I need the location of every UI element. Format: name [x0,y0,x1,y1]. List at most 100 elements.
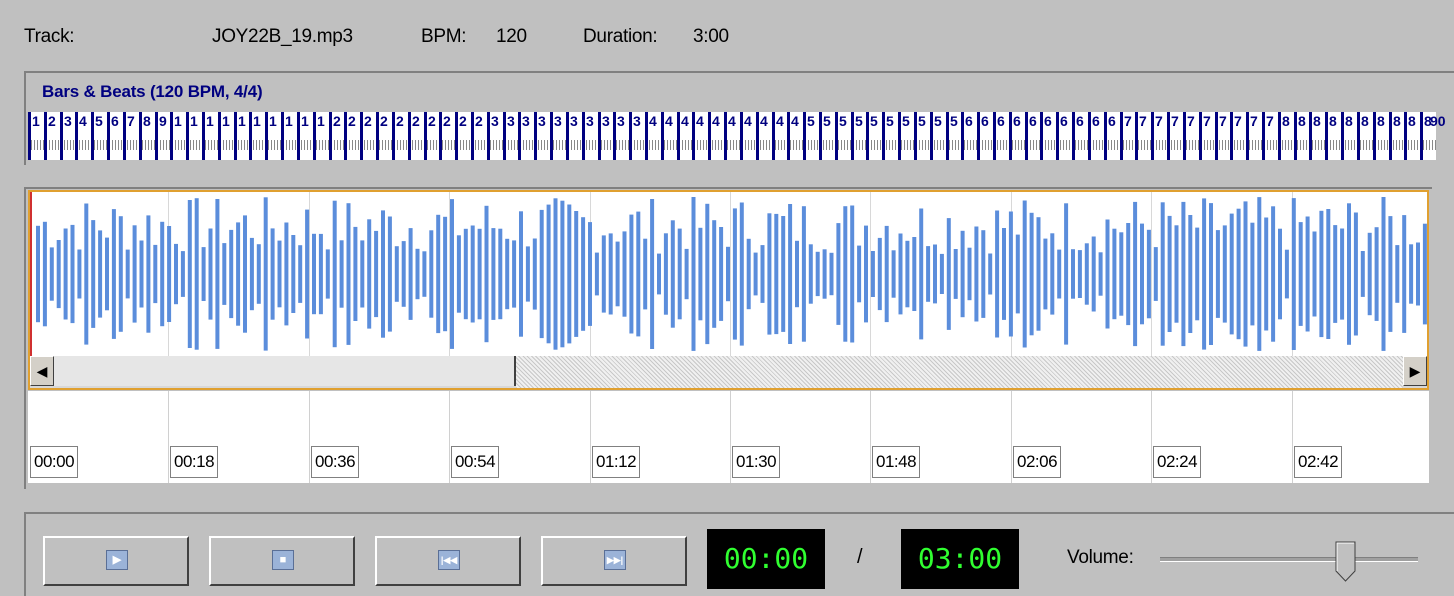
waveform-bar [539,209,544,339]
bar-marker [1357,112,1360,160]
waveform-bar [443,216,448,332]
bar-marker [1309,112,1312,160]
bar-marker [60,112,63,160]
bar-marker [1294,112,1297,160]
waveform-bar [760,245,765,303]
current-time-display: 00:00 [707,529,825,589]
waveform-bar [1002,228,1006,320]
bar-number: 2 [475,113,483,129]
bar-number: 1 [269,113,277,129]
waveform-bar [567,204,572,344]
bar-marker [534,112,537,160]
bar-number: 1 [238,113,246,129]
waveform-bar [491,228,496,320]
bar-number: 3 [491,113,499,129]
bar-number: 6 [997,113,1005,129]
waveform-bar [249,237,254,311]
waveform-bar [139,240,144,308]
bar-marker [1420,112,1423,160]
rewind-button[interactable]: |◀◀ [375,536,521,586]
waveform-bar [1250,222,1255,326]
timeline[interactable]: 00:00 00:18 00:36 00:54 01:12 01:30 01:48 02:06… [28,391,1429,483]
bar-number: 4 [649,113,657,129]
waveform-bar [877,237,882,311]
bar-number: 4 [681,113,689,129]
waveform-bar [1119,232,1124,316]
waveform-bar [1333,225,1338,323]
bar-marker [1404,112,1407,160]
scroll-right-button[interactable]: ▶ [1403,356,1427,386]
skip-forward-icon: ▶▶| [604,550,626,570]
bar-number: 5 [918,113,926,129]
stop-icon: ■ [272,550,294,570]
waveform-bar [864,225,868,323]
bar-marker [234,112,237,160]
bar-marker [1183,112,1186,160]
waveform-bar [684,248,689,300]
play-icon: ▶ [106,550,128,570]
playhead[interactable] [30,192,32,357]
bar-number: 1 [222,113,230,129]
waveform-bar [608,233,613,315]
bar-marker [281,112,284,160]
bar-marker [503,112,506,160]
scroll-left-button[interactable]: ◀ [30,356,54,386]
waveform-scrollbar[interactable]: ◀ ▶ [30,356,1427,388]
timeline-gridline [1292,391,1293,483]
waveform-bar [1181,201,1186,347]
bar-marker [392,112,395,160]
waveform-bar [42,221,47,327]
waveform-bar [1257,197,1262,351]
waveform-bar [1243,201,1248,347]
bar-marker [914,112,917,160]
bar-number: 4 [744,113,752,129]
waveform-bar [70,224,75,324]
waveform-bar [470,225,475,323]
waveform-bar [84,203,89,345]
waveform-bar [850,205,855,343]
bar-number: 5 [902,113,910,129]
bar-marker [1389,112,1392,160]
waveform-bar [753,252,758,296]
waveform-bar [822,249,827,299]
bar-marker [344,112,347,160]
scroll-thumb[interactable] [54,356,516,386]
bar-number: 5 [855,113,863,129]
waveform-bar [167,226,172,322]
bar-marker [1135,112,1138,160]
bar-marker [1009,112,1012,160]
waveform-bar [1340,228,1345,320]
stop-button[interactable]: ■ [209,536,355,586]
bar-marker [708,112,711,160]
volume-slider[interactable] [1160,557,1418,562]
play-button[interactable]: ▶ [43,536,189,586]
waveform-bar [1105,219,1110,329]
waveform-bar [1029,212,1034,336]
volume-slider-thumb[interactable] [1335,541,1357,583]
bar-number: 7 [1124,113,1132,129]
bar-marker [123,112,126,160]
bar-marker [692,112,695,160]
bar-marker [772,112,775,160]
duration-label: Duration: [583,26,658,47]
bar-marker [329,112,332,160]
waveform-bar [194,198,199,350]
waveform-bar [1098,252,1103,296]
bar-marker [851,112,854,160]
bar-number: 3 [538,113,546,129]
waveform-bar [912,237,917,311]
bar-marker [566,112,569,160]
waveform-bar [1395,245,1400,303]
bar-marker [677,112,680,160]
bar-marker [1199,112,1202,160]
forward-button[interactable]: ▶▶| [541,536,687,586]
bar-number: 8 [1298,113,1306,129]
scroll-track[interactable] [516,356,1403,388]
bar-marker [471,112,474,160]
bar-number: 1 [285,113,293,129]
bar-number: 7 [1171,113,1179,129]
waveform-bar [905,240,910,308]
waveform-bar [1167,215,1172,332]
